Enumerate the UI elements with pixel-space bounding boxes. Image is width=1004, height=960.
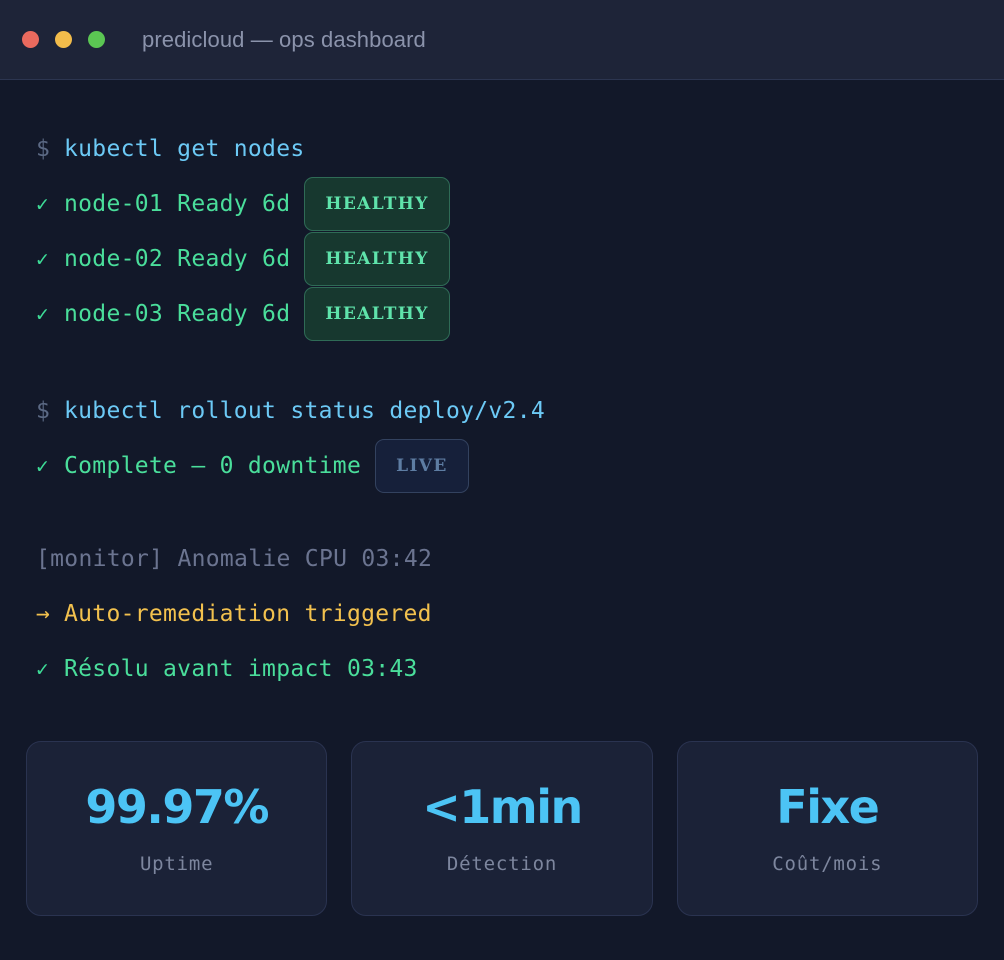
status-badge-live: LIVE [375,438,469,493]
stats-card-row: 99.97% Uptime <1min Détection Fixe Coût/… [0,741,1004,916]
prompt-icon: $ [36,398,51,424]
prompt-icon: $ [36,136,51,162]
status-badge-healthy: HEALTHY [304,286,450,341]
rollout-result-row: ✓ Complete — 0 downtime LIVE [36,438,968,494]
check-icon: ✓ [36,302,49,326]
stat-label: Uptime [139,852,214,875]
status-badge-healthy: HEALTHY [304,176,450,231]
minimize-button-icon[interactable] [55,31,72,48]
stat-card-cost: Fixe Coût/mois [676,741,978,916]
arrow-right-icon: → [36,601,51,627]
stat-label: Détection [446,852,558,875]
command-text: kubectl rollout status deploy/v2.4 [64,398,546,424]
check-icon: ✓ [36,454,49,478]
node-status-row: ✓ node-03 Ready 6d HEALTHY [36,286,968,342]
close-button-icon[interactable] [22,31,39,48]
node-status-row: ✓ node-01 Ready 6d HEALTHY [36,176,968,232]
remediation-row: → Auto-remediation triggered [36,587,968,642]
window-title: predicloud — ops dashboard [142,26,426,52]
stat-value: Fixe [776,779,880,834]
node-status-row: ✓ node-02 Ready 6d HEALTHY [36,231,968,287]
monitor-log-line: [monitor] Anomalie CPU 03:42 [36,532,968,587]
node-status-text: node-01 Ready 6d [64,191,291,217]
window-controls [22,31,105,48]
terminal-block-spacer [36,342,968,384]
remediation-text: Auto-remediation triggered [64,601,432,627]
resolved-text: Résolu avant impact 03:43 [64,656,418,682]
command-text: kubectl get nodes [64,136,305,162]
terminal-command-line: $ kubectl get nodes [36,122,968,177]
stat-value: 99.97% [85,779,269,834]
node-status-text: node-03 Ready 6d [64,301,291,327]
check-icon: ✓ [36,657,49,681]
resolved-row: ✓ Résolu avant impact 03:43 [36,642,968,697]
terminal-command-line: $ kubectl rollout status deploy/v2.4 [36,384,968,439]
terminal-block-spacer [36,494,968,532]
window-titlebar: predicloud — ops dashboard [0,0,1004,80]
monitor-log-text: [monitor] Anomalie CPU 03:42 [36,546,433,572]
check-icon: ✓ [36,192,49,216]
check-icon: ✓ [36,247,49,271]
stat-card-uptime: 99.97% Uptime [26,741,328,916]
stat-label: Coût/mois [772,852,883,875]
status-badge-healthy: HEALTHY [304,231,450,286]
node-status-text: node-02 Ready 6d [64,246,291,272]
maximize-button-icon[interactable] [88,31,105,48]
rollout-result-text: Complete — 0 downtime [64,453,362,479]
stat-value: <1min [422,779,583,834]
stat-card-detection: <1min Détection [351,741,653,916]
terminal-output: $ kubectl get nodes ✓ node-01 Ready 6d HEAL… [0,80,1004,697]
